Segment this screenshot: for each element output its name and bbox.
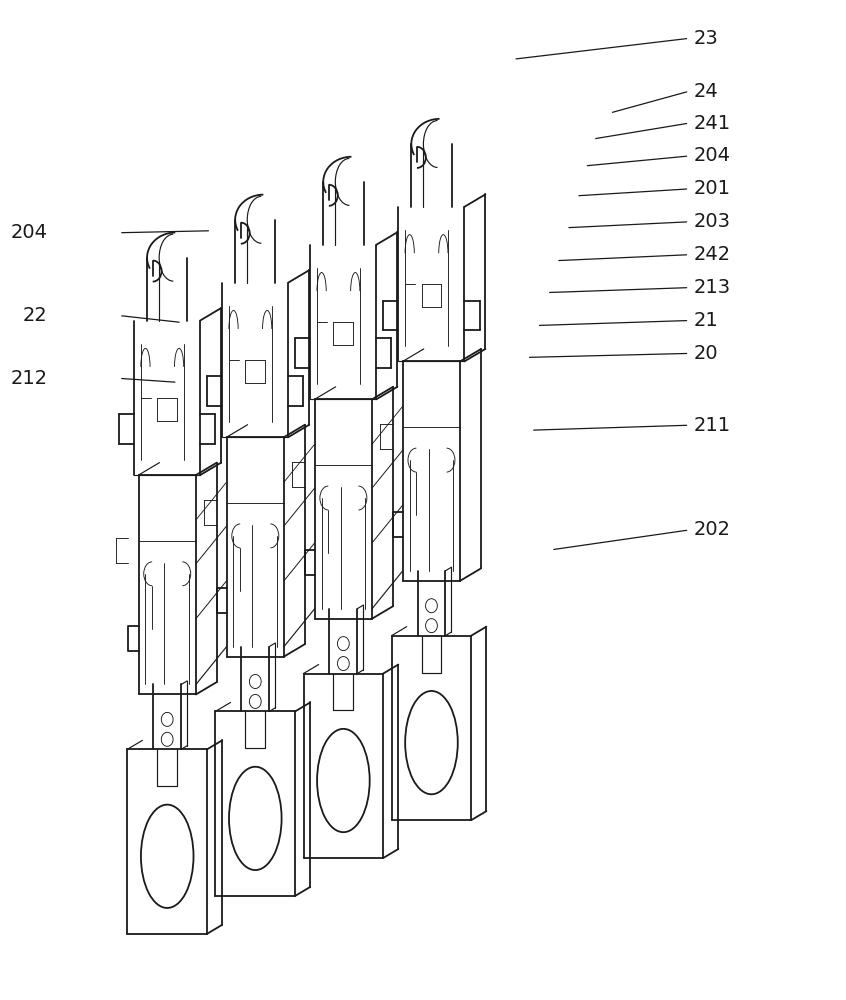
Ellipse shape bbox=[229, 767, 282, 870]
Text: 242: 242 bbox=[694, 245, 731, 264]
Text: 204: 204 bbox=[11, 223, 47, 242]
Text: 212: 212 bbox=[10, 369, 47, 388]
Text: 22: 22 bbox=[23, 306, 47, 325]
Text: 241: 241 bbox=[694, 114, 731, 133]
Text: 203: 203 bbox=[694, 212, 731, 231]
Text: 24: 24 bbox=[694, 82, 718, 101]
Text: 20: 20 bbox=[694, 344, 718, 363]
Text: 21: 21 bbox=[694, 311, 718, 330]
Text: 201: 201 bbox=[694, 179, 731, 198]
Text: 23: 23 bbox=[694, 29, 718, 48]
Ellipse shape bbox=[317, 729, 370, 832]
Text: 202: 202 bbox=[694, 520, 731, 539]
Text: 211: 211 bbox=[694, 416, 731, 435]
Ellipse shape bbox=[405, 691, 458, 794]
Ellipse shape bbox=[141, 805, 194, 908]
Text: 204: 204 bbox=[694, 146, 731, 165]
Text: 213: 213 bbox=[694, 278, 731, 297]
